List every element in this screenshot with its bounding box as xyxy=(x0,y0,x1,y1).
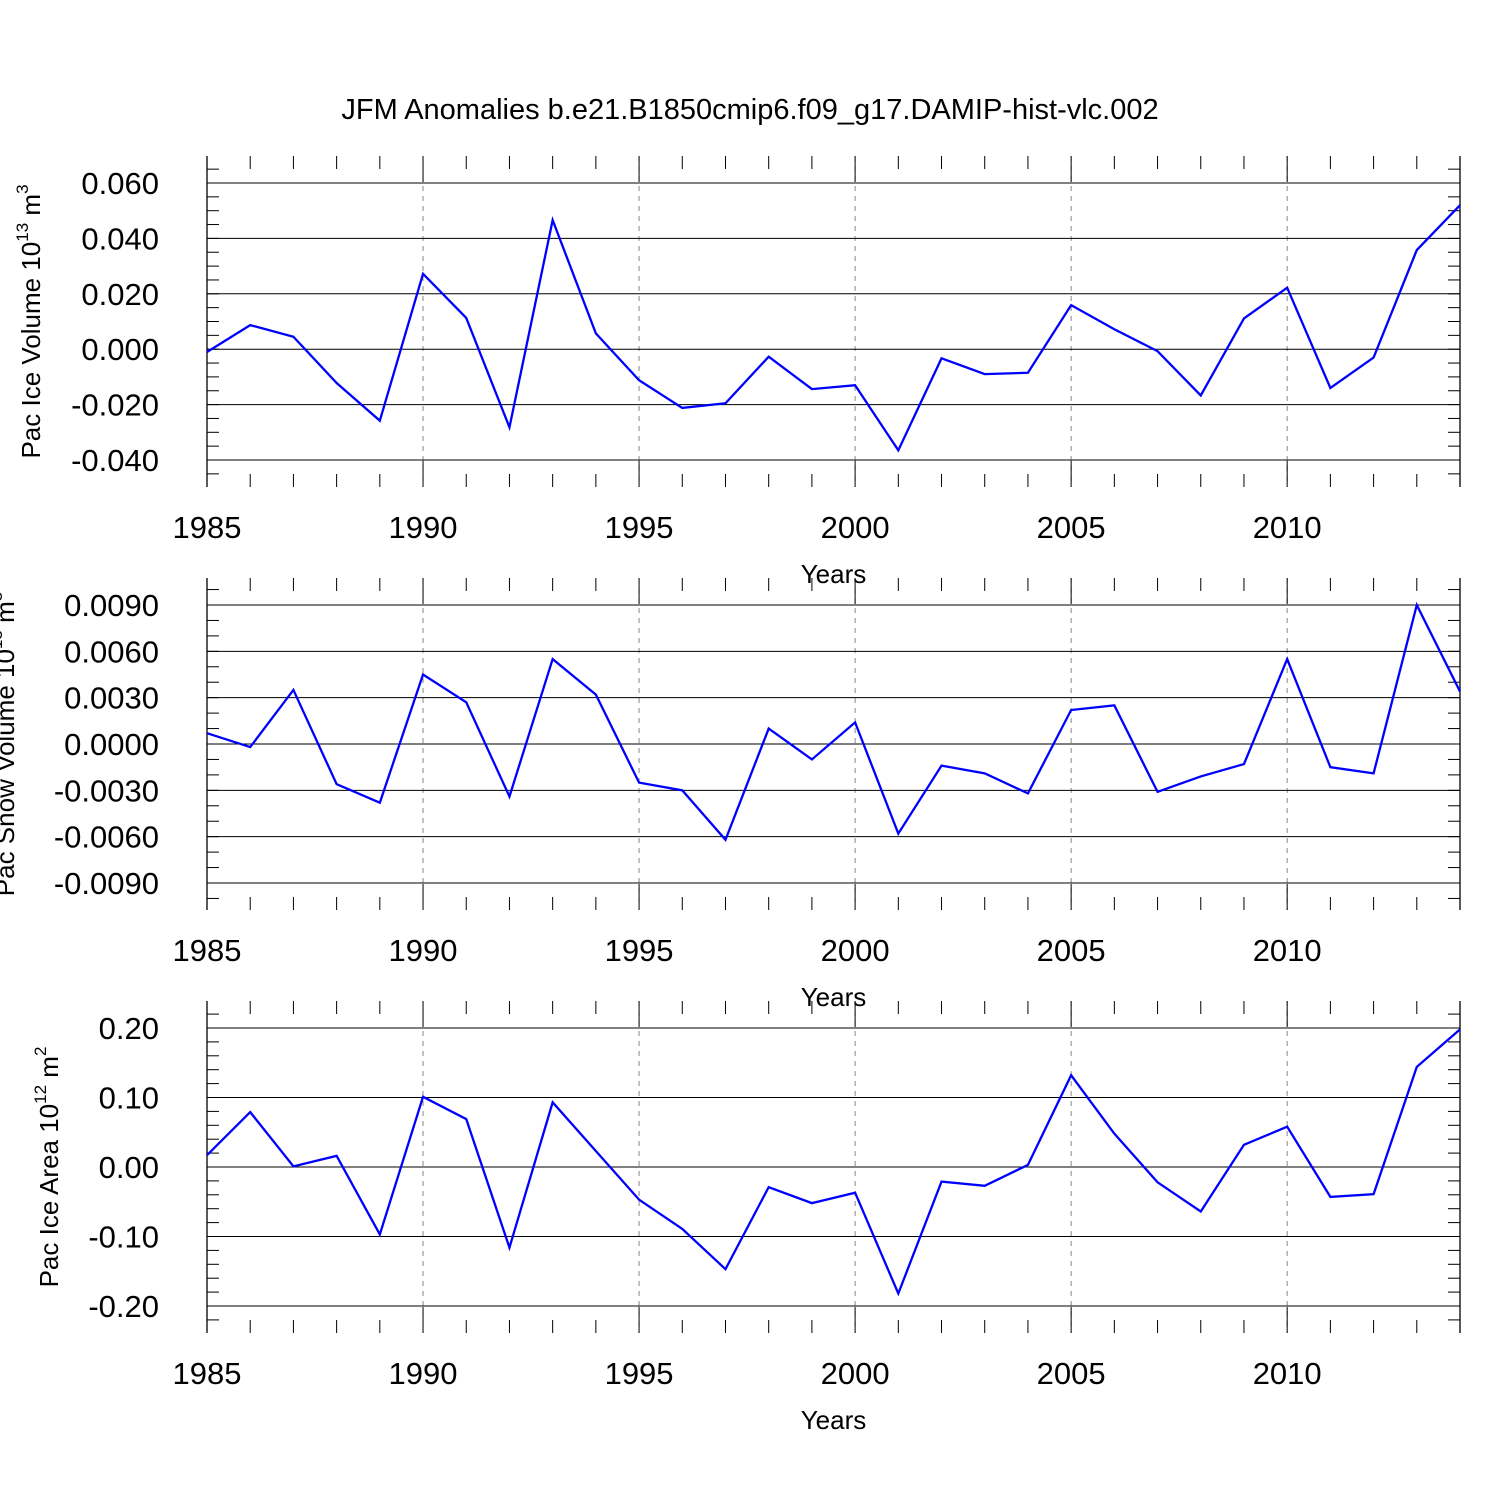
series-line-pac-ice-volume xyxy=(206,204,1461,453)
y-tick-label: 0.040 xyxy=(81,221,159,256)
x-tick-label: 1995 xyxy=(605,1356,674,1391)
panel-3: -0.20 -0.10 0.00 0.10 0.20 1985 1990 1995 2000 20… xyxy=(31,1001,1461,1435)
x-tick-label: 2010 xyxy=(1253,510,1322,545)
x-tick-label: 1985 xyxy=(173,510,242,545)
y-axis-title: Pac Ice Volume 1013 m3 xyxy=(13,184,46,458)
y-tick-label: 0.060 xyxy=(81,166,159,201)
x-tick-label: 2005 xyxy=(1037,933,1106,968)
x-tick-label: 1995 xyxy=(605,933,674,968)
y-tick-label: 0.0090 xyxy=(64,588,159,623)
y-axis-title: Pac Snow Volume 1013 m3 xyxy=(0,592,20,896)
y-tick-label: -0.020 xyxy=(71,388,159,423)
x-tick-label: 1990 xyxy=(389,510,458,545)
x-tick-label: 1995 xyxy=(605,510,674,545)
y-axis-title-part: Pac Ice Area 10 xyxy=(34,1104,64,1288)
y-tick-label: -0.0060 xyxy=(54,820,159,855)
y-axis-title-part: m xyxy=(0,601,20,630)
panels-container: -0.040 -0.020 0.000 0.020 0.040 0.060 1985 1990… xyxy=(0,156,1462,1435)
y-axis-title-part: Pac Snow Volume 10 xyxy=(0,649,20,896)
x-tick-label: 2005 xyxy=(1037,1356,1106,1391)
y-tick-label: 0.000 xyxy=(81,332,159,367)
y-axis-title-superscript: 3 xyxy=(0,592,6,601)
x-tick-label: 2000 xyxy=(821,933,890,968)
y-axis-title-part: m xyxy=(34,1056,64,1085)
y-tick-label: -0.10 xyxy=(88,1220,159,1255)
x-axis-title: Years xyxy=(801,559,867,589)
y-tick-label: 0.00 xyxy=(99,1150,159,1185)
y-tick-label: 0.10 xyxy=(99,1081,159,1116)
y-axis-title-part: m xyxy=(16,194,46,223)
y-tick-label: -0.20 xyxy=(88,1289,159,1324)
x-tick-label: 1990 xyxy=(389,1356,458,1391)
y-tick-label: 0.020 xyxy=(81,277,159,312)
series-line-pac-ice-area xyxy=(206,1028,1461,1297)
y-tick-label: 0.0030 xyxy=(64,681,159,716)
x-tick-label: 2010 xyxy=(1253,933,1322,968)
y-axis-title-superscript: 3 xyxy=(13,184,32,193)
y-tick-label: -0.040 xyxy=(71,443,159,478)
x-tick-label: 1990 xyxy=(389,933,458,968)
y-axis-title-superscript: 13 xyxy=(0,630,6,649)
x-axis-title: Years xyxy=(801,1405,867,1435)
y-axis-title-superscript: 12 xyxy=(31,1085,50,1104)
x-tick-label: 1985 xyxy=(173,933,242,968)
y-tick-label: 0.0060 xyxy=(64,634,159,669)
y-axis-title-superscript: 13 xyxy=(13,223,32,242)
figure-title: JFM Anomalies b.e21.B1850cmip6.f09_g17.D… xyxy=(341,94,1158,126)
x-tick-label: 2000 xyxy=(821,510,890,545)
y-axis-title-part: Pac Ice Volume 10 xyxy=(16,242,46,459)
x-tick-label: 2000 xyxy=(821,1356,890,1391)
y-axis-title: Pac Ice Area 1012 m2 xyxy=(31,1047,64,1288)
x-tick-label: 2010 xyxy=(1253,1356,1322,1391)
series-line-pac-snow-volume xyxy=(206,601,1462,842)
y-tick-label: 0.0000 xyxy=(64,727,159,762)
y-tick-label: -0.0030 xyxy=(54,773,159,808)
panel-2: -0.0090 -0.0060 -0.0030 0.0000 0.0030 0.0060 0… xyxy=(0,578,1462,1012)
x-axis-title: Years xyxy=(801,982,867,1012)
y-axis-title-superscript: 2 xyxy=(31,1047,50,1056)
x-tick-label: 1985 xyxy=(173,1356,242,1391)
panel-1: -0.040 -0.020 0.000 0.020 0.040 0.060 1985 1990… xyxy=(13,156,1461,589)
y-tick-label: -0.0090 xyxy=(54,866,159,901)
y-tick-label: 0.20 xyxy=(99,1011,159,1046)
x-tick-label: 2005 xyxy=(1037,510,1106,545)
